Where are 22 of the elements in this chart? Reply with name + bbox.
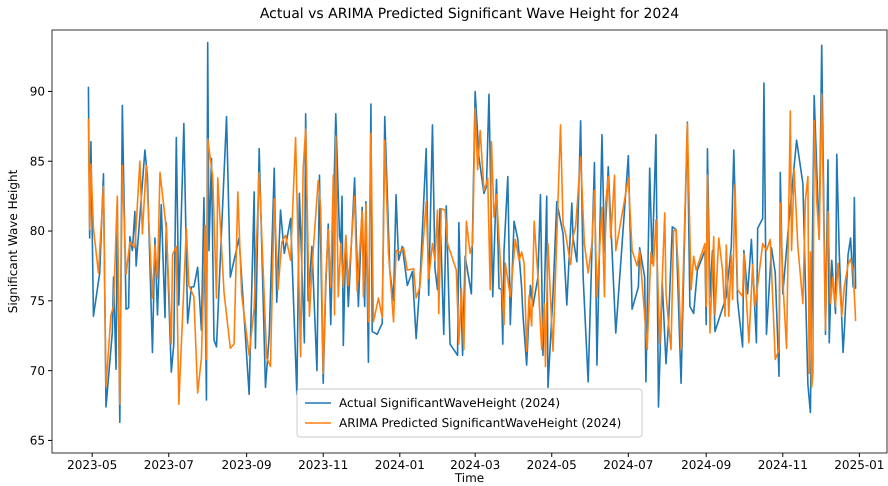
- y-tick-label: 70: [30, 364, 45, 378]
- x-tick-label: 2023-09: [222, 458, 272, 472]
- x-tick-label: 2024-01: [374, 458, 425, 472]
- y-axis-title: Significant Wave Height: [6, 169, 20, 314]
- x-tick-label: 2023-11: [298, 458, 348, 472]
- x-tick-label: 2023-05: [67, 458, 118, 472]
- x-tick-label: 2025-01: [834, 458, 884, 472]
- x-tick-label: 2024-05: [526, 458, 577, 472]
- y-tick-label: 90: [30, 84, 45, 99]
- y-tick-label: 75: [30, 294, 45, 308]
- legend-label: Actual SignificantWaveHeight (2024): [339, 396, 560, 410]
- x-tick-label: 2024-03: [450, 458, 500, 472]
- x-tick-label: 2024-11: [758, 458, 808, 472]
- x-axis-title: Time: [454, 471, 484, 485]
- y-tick-label: 80: [30, 224, 45, 238]
- y-tick-label: 65: [30, 434, 45, 448]
- y-tick-label: 85: [30, 154, 45, 168]
- chart-title: Actual vs ARIMA Predicted Significant Wave Height for 2024: [260, 6, 680, 22]
- legend-label: ARIMA Predicted SignificantWaveHeight (2024): [339, 416, 622, 430]
- x-tick-label: 2024-09: [681, 458, 732, 472]
- x-tick-label: 2023-07: [144, 458, 194, 472]
- x-tick-label: 2024-07: [603, 458, 654, 472]
